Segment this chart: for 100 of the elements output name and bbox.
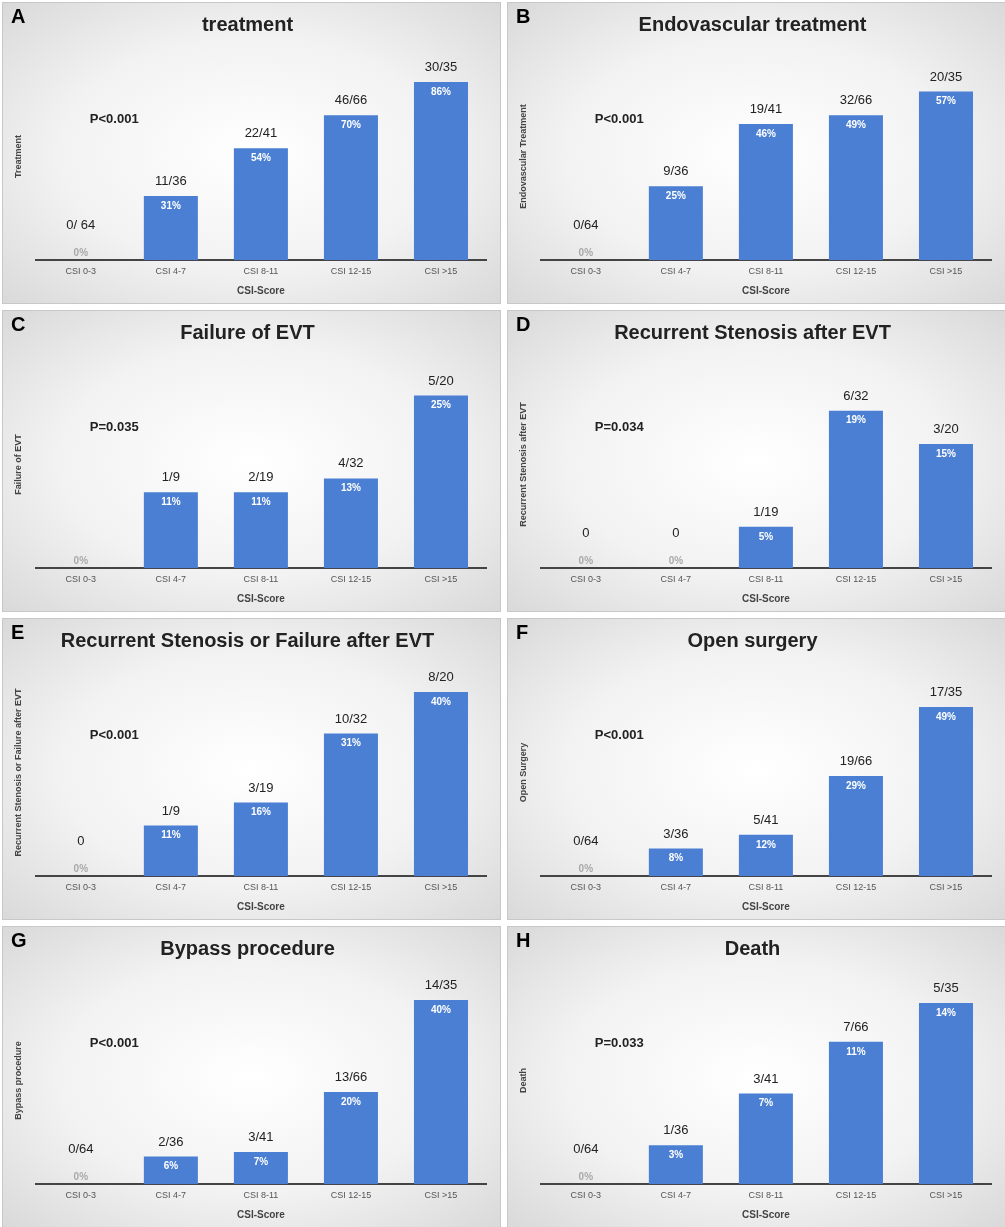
annotation: 0/64 — [573, 217, 599, 233]
data-label: 49% — [845, 118, 867, 130]
annotation: P<0.001 — [594, 110, 644, 126]
data-label: 14% — [935, 1006, 957, 1018]
data-label: 0% — [668, 554, 684, 566]
x-tick-label: CSI >15 — [929, 266, 963, 277]
annotation: 0/64 — [573, 833, 599, 849]
x-tick-label: CSI 12-15 — [835, 882, 877, 893]
annotation: 1/36 — [663, 1122, 689, 1138]
annotation: P<0.001 — [89, 726, 139, 742]
annotation: 5/20 — [428, 372, 454, 388]
data-label: 3% — [668, 1149, 684, 1161]
x-tick-label: CSI 12-15 — [330, 574, 372, 585]
annotation: 0/64 — [68, 1141, 94, 1157]
data-label: 16% — [250, 806, 272, 818]
annotation: P<0.001 — [89, 1034, 139, 1050]
x-tick-label: CSI 4-7 — [155, 266, 187, 277]
y-axis-title: Death — [724, 936, 781, 959]
text: Death — [517, 1068, 528, 1094]
annotation: 2/36 — [158, 1133, 184, 1149]
x-tick-label: CSI >15 — [424, 1190, 458, 1201]
annotation: 2/19 — [248, 469, 274, 485]
text: Recurrent Stenosis or Failure after EVT — [12, 688, 23, 857]
data-label: 0% — [73, 246, 89, 258]
annotation: 4/32 — [338, 455, 364, 471]
annotation: 46/66 — [334, 92, 368, 108]
x-tick-label: CSI >15 — [929, 1190, 963, 1201]
x-tick-label: CSI >15 — [424, 266, 458, 277]
data-label: 7% — [758, 1097, 774, 1109]
annotation: 0 — [77, 833, 85, 849]
x-tick-label: CSI 8-11 — [243, 574, 279, 585]
annotation: 5/35 — [933, 979, 959, 995]
x-tick-label: CSI 8-11 — [243, 266, 279, 277]
y-axis-title: Recurrent Stenosis or Failure after EVT — [60, 628, 435, 651]
x-tick-label: CSI 8-11 — [748, 574, 784, 585]
data-label: 25% — [665, 189, 686, 201]
x-tick-label: CSI 12-15 — [835, 1190, 877, 1201]
data-label: 0% — [578, 554, 594, 566]
text: D — [516, 313, 531, 336]
x-axis-title: CSI-Score — [742, 900, 791, 912]
data-label: 86% — [430, 85, 452, 97]
x-tick-label: CSI 0-3 — [570, 1190, 602, 1201]
data-label: 40% — [430, 1003, 452, 1015]
data-label: 70% — [340, 118, 362, 130]
x-tick-label: CSI 0-3 — [570, 882, 602, 893]
x-tick-label: CSI 8-11 — [748, 882, 784, 893]
x-tick-label: CSI 0-3 — [570, 574, 602, 585]
annotation: 20/35 — [929, 68, 963, 84]
y-axis-title: Open Surgery — [517, 742, 528, 803]
annotation: P<0.001 — [594, 726, 644, 742]
annotation: 5/41 — [753, 811, 779, 827]
x-tick-label: CSI 12-15 — [835, 266, 877, 277]
annotation: 10/32 — [334, 710, 368, 726]
x-tick-label: CSI 4-7 — [155, 574, 187, 585]
data-label: 12% — [755, 838, 777, 850]
data-label: 0% — [73, 554, 89, 566]
annotation: P=0.033 — [594, 1034, 644, 1050]
text: H — [516, 929, 531, 952]
x-tick-label: CSI 0-3 — [65, 882, 97, 893]
x-tick-label: CSI 12-15 — [330, 882, 372, 893]
x-axis-title: CSI-Score — [742, 592, 791, 604]
x-axis-title: CSI-Score — [237, 900, 286, 912]
x-tick-label: CSI 0-3 — [65, 574, 97, 585]
x-tick-label: CSI 0-3 — [65, 266, 97, 277]
data-label: 13% — [340, 482, 362, 494]
x-tick-label: CSI 8-11 — [243, 1190, 279, 1201]
x-tick-label: CSI 12-15 — [330, 1190, 372, 1201]
annotation: 1/9 — [161, 802, 180, 818]
annotation: 0 — [672, 525, 680, 541]
data-label: 15% — [935, 447, 957, 459]
annotation: 22/41 — [244, 125, 278, 141]
data-label: 49% — [935, 710, 957, 722]
annotation: 6/32 — [843, 387, 869, 403]
text: G — [11, 929, 27, 952]
annotation: P=0.035 — [89, 418, 139, 434]
annotation: 3/41 — [753, 1070, 779, 1086]
data-label: 11% — [846, 1045, 866, 1057]
annotation: 30/35 — [424, 59, 458, 75]
x-axis-title: CSI-Score — [742, 1208, 791, 1220]
data-label: 40% — [430, 695, 452, 707]
annotation: 3/20 — [933, 420, 959, 436]
text: C — [11, 313, 26, 336]
data-label: 0% — [73, 862, 89, 874]
annotation: 8/20 — [428, 669, 454, 685]
text: E — [11, 621, 25, 644]
annotation: 1/9 — [161, 469, 180, 485]
data-label: 25% — [430, 399, 452, 411]
data-label: 20% — [340, 1095, 362, 1107]
x-tick-label: CSI 4-7 — [155, 882, 187, 893]
x-axis-title: CSI-Score — [742, 284, 791, 296]
data-label: 11% — [251, 495, 271, 507]
data-label: 0% — [73, 1170, 89, 1182]
annotation: 3/41 — [248, 1129, 274, 1145]
text: Recurrent Stenosis after EVT — [517, 401, 528, 527]
annotation: 13/66 — [334, 1069, 368, 1085]
annotation: 19/66 — [839, 753, 873, 769]
data-label: 0% — [578, 246, 594, 258]
annotation: 7/66 — [843, 1018, 869, 1034]
data-label: 7% — [253, 1155, 269, 1167]
data-label: 11% — [161, 495, 181, 507]
